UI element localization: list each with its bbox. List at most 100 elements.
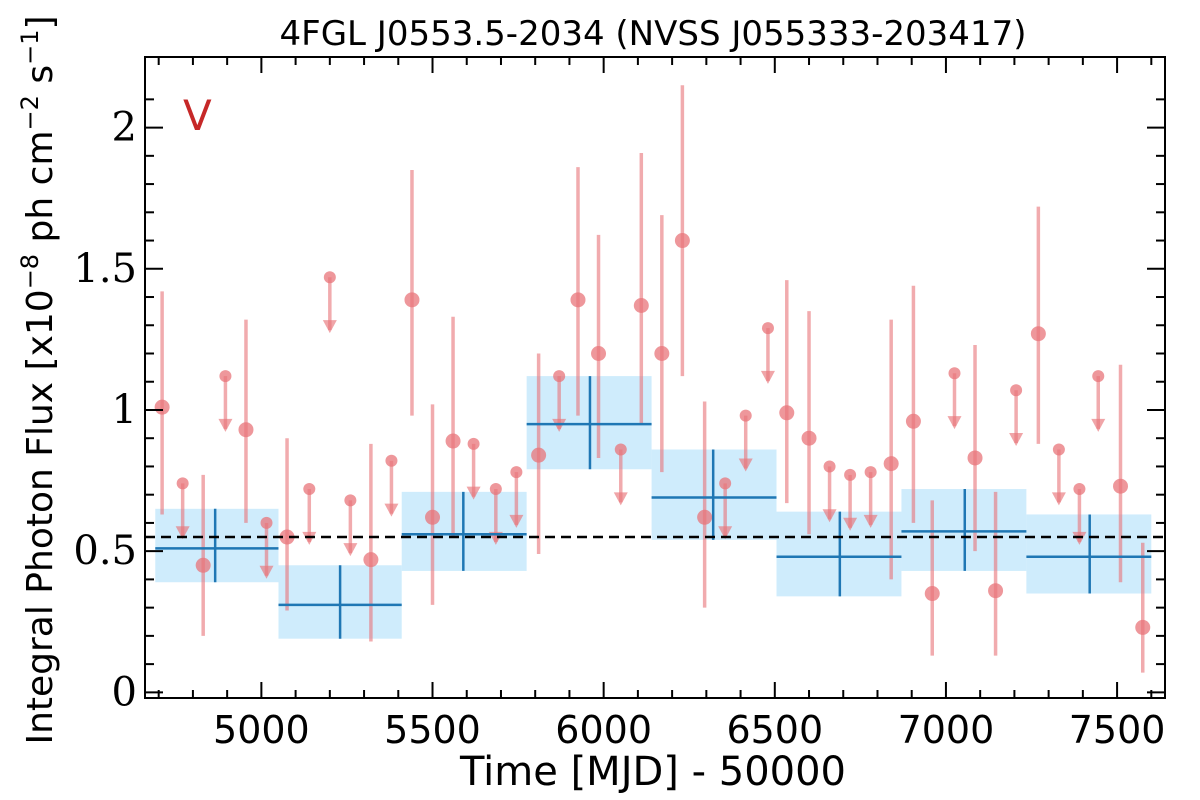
upper-limit-10-arrow (552, 418, 567, 432)
upper-limit-16-marker (844, 468, 857, 481)
flux-point-10-marker (591, 345, 607, 361)
upper-limit-1-marker (219, 370, 232, 383)
flux-point-17-marker (883, 456, 899, 472)
upper-limit-17-arrow (863, 514, 878, 528)
upper-limit-21-arrow (1072, 531, 1087, 545)
upper-limit-13 (738, 409, 753, 472)
axis-ticks: 5000 5500 6000 6500 7000 7500 0 0.5 1 1.5 2 (73, 57, 1165, 752)
upper-limit-5-arrow (343, 543, 358, 557)
upper-limit-11-marker (614, 443, 627, 456)
flux-point-12-marker (654, 345, 670, 361)
flux-point-5-marker (404, 292, 420, 308)
upper-limit-5 (343, 494, 358, 557)
x-tick-label-1: 5500 (384, 708, 481, 752)
upper-limit-20-arrow (1051, 492, 1066, 506)
flux-point-23 (1113, 364, 1129, 583)
flux-point-22-marker (1030, 326, 1046, 342)
chart-title: 4FGL J0553.5-2034 (NVSS J055333-203417) (280, 14, 1027, 54)
upper-limit-1-arrow (218, 418, 233, 432)
x-tick-label-4: 7000 (898, 708, 995, 752)
upper-limit-15-arrow (822, 509, 837, 523)
bin-marker-2 (401, 491, 527, 571)
y-tick-label-0: 0 (112, 669, 137, 715)
upper-limit-2-marker (260, 516, 273, 529)
upper-limit-7 (466, 437, 481, 500)
bin-marker-3 (526, 376, 652, 470)
flux-point-13-marker (674, 233, 690, 249)
upper-limit-21 (1072, 483, 1087, 545)
upper-limit-0-marker (176, 477, 189, 490)
flux-point-10 (591, 234, 607, 458)
upper-limit-13-marker (739, 409, 752, 422)
flux-point-24 (1135, 542, 1151, 673)
flux-point-16-marker (801, 430, 817, 446)
flux-point-9-marker (570, 292, 586, 308)
flux-point-18-marker (905, 413, 921, 429)
upper-limit-11-arrow (613, 492, 628, 506)
y-tick-label-2: 1 (112, 387, 137, 433)
upper-limit-18-marker (948, 367, 961, 380)
upper-limit-19-marker (1010, 384, 1023, 397)
upper-limit-6-arrow (384, 503, 399, 517)
bin-band-0 (155, 508, 279, 583)
flux-point-21-marker (988, 583, 1004, 599)
binned-flux-bands (155, 376, 1152, 639)
upper-limit-3-marker (303, 483, 316, 496)
flux-point-14-marker (697, 509, 713, 525)
flux-point-0-marker (154, 399, 170, 415)
flux-point-12 (654, 215, 670, 473)
upper-limit-16-arrow (843, 517, 858, 531)
upper-limit-15-marker (823, 460, 836, 473)
upper-limit-9 (509, 466, 524, 528)
upper-limit-14 (760, 322, 775, 384)
flux-point-17 (883, 319, 899, 580)
flux-point-23-marker (1113, 478, 1129, 494)
x-tick-label-2: 6000 (555, 708, 652, 752)
upper-limit-22-marker (1092, 370, 1105, 383)
upper-limit-18 (947, 367, 962, 430)
upper-limit-0 (175, 477, 190, 540)
flux-point-4-marker (363, 552, 379, 568)
upper-limit-9-arrow (509, 514, 524, 528)
flux-point-1 (195, 474, 211, 636)
upper-limit-17-marker (864, 466, 877, 479)
flux-point-20-marker (967, 450, 983, 466)
flux-point-19 (924, 500, 940, 656)
upper-limit-9-marker (510, 466, 523, 479)
flux-point-4 (363, 443, 379, 642)
upper-limit-6 (384, 454, 399, 517)
upper-limit-4 (322, 271, 337, 334)
upper-limit-14-arrow (760, 370, 775, 384)
upper-limit-10 (552, 370, 567, 432)
flux-point-0 (154, 291, 170, 515)
upper-limit-22 (1091, 370, 1106, 432)
flux-point-18 (905, 285, 921, 523)
x-tick-label-0: 5000 (213, 708, 310, 752)
upper-limit-12-marker (719, 477, 732, 490)
bin-marker-0 (155, 508, 279, 583)
bin-marker-4 (651, 449, 777, 540)
upper-limit-0-arrow (175, 526, 190, 540)
flux-point-3 (279, 438, 295, 611)
upper-limit-14-marker (761, 322, 774, 335)
flux-point-6-marker (425, 509, 441, 525)
panel-label: V (183, 91, 212, 140)
upper-limit-7-arrow (466, 486, 481, 500)
upper-limit-18-arrow (947, 416, 962, 430)
bin-marker-6 (901, 489, 1027, 571)
upper-limit-3 (302, 483, 317, 545)
upper-limit-5-marker (344, 494, 357, 507)
upper-limit-21-marker (1073, 483, 1086, 496)
upper-limit-7-marker (467, 437, 480, 450)
flux-point-8 (531, 353, 547, 554)
upper-limit-19 (1009, 384, 1024, 447)
upper-limit-22-arrow (1091, 418, 1106, 432)
flux-point-9 (570, 167, 586, 416)
flux-point-6 (425, 404, 441, 605)
flux-point-11 (633, 153, 649, 425)
flux-point-15-marker (779, 405, 795, 421)
flux-point-7 (445, 316, 461, 538)
upper-limit-17 (863, 466, 878, 528)
upper-limit-12-arrow (718, 526, 733, 540)
